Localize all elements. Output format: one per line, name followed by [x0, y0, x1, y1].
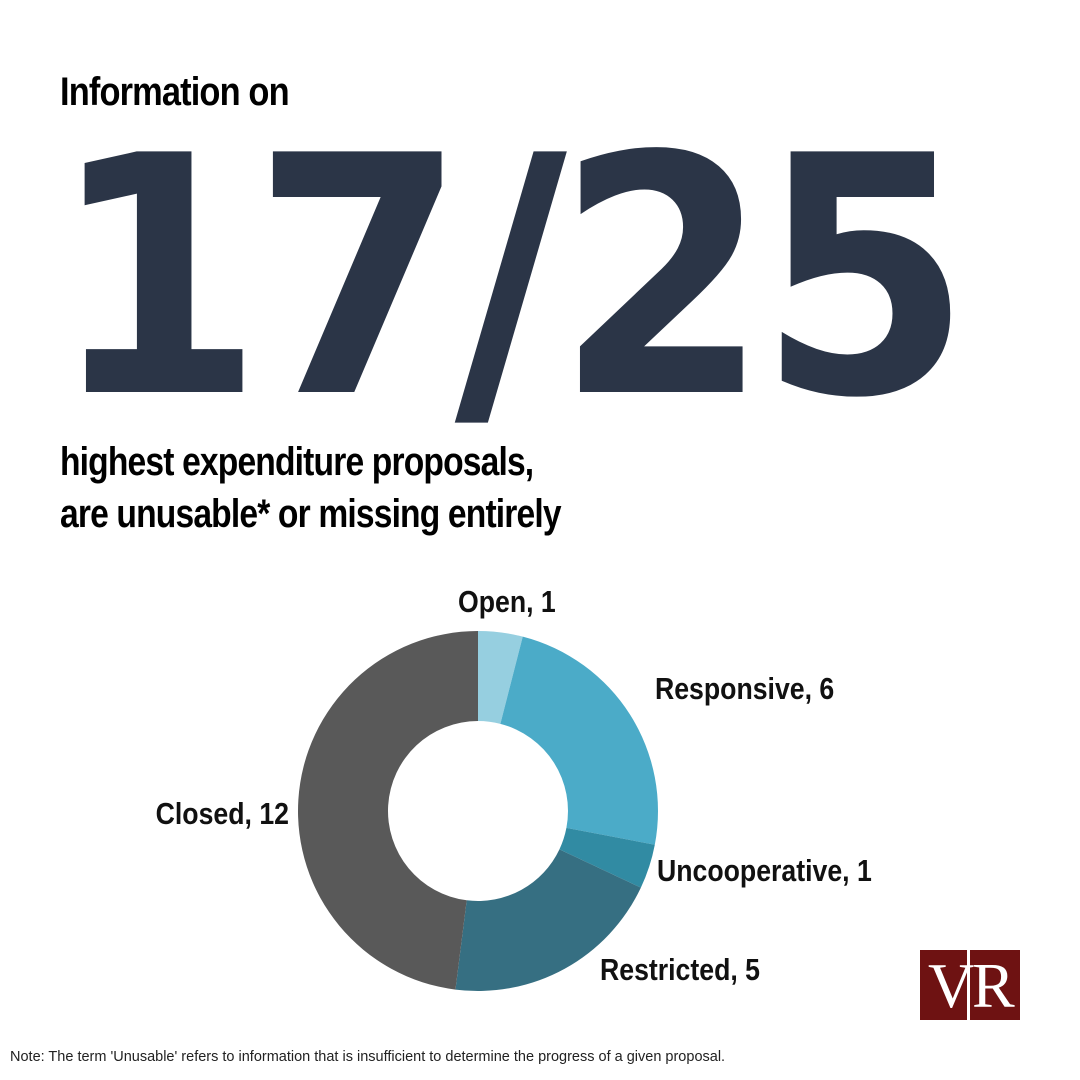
slice-label-closed: Closed, 12 [156, 797, 289, 831]
donut-slice-closed [298, 631, 478, 990]
slice-label-open: Open, 1 [458, 585, 556, 619]
vr-logo: V R [920, 950, 1020, 1020]
intro-heading: Information on [60, 70, 290, 114]
subtitle-line-2: are unusable* or missing entirely [60, 492, 562, 536]
subtitle-line-1: highest expenditure proposals, [60, 440, 534, 484]
donut-slice-responsive [500, 636, 659, 845]
donut-slice-open [478, 631, 523, 724]
logo-letter-r: R [972, 950, 1015, 1021]
footnote: Note: The term 'Unusable' refers to info… [10, 1049, 726, 1065]
donut-slices [298, 631, 659, 991]
donut-slice-uncooperative [559, 827, 655, 888]
slice-label-responsive: Responsive, 6 [655, 672, 834, 706]
donut-slice-restricted [455, 849, 641, 991]
slice-label-restricted: Restricted, 5 [600, 953, 760, 987]
donut-labels: Open, 1 Responsive, 6 Uncooperative, 1 Rest… [156, 585, 872, 987]
logo-letter-v: V [928, 950, 975, 1021]
headline-subtitle: highest expenditure proposals, are unusa… [60, 436, 562, 540]
headline-number: 17/25 [50, 86, 972, 470]
logo-divider [967, 950, 970, 1020]
slice-label-uncooperative: Uncooperative, 1 [657, 854, 872, 888]
